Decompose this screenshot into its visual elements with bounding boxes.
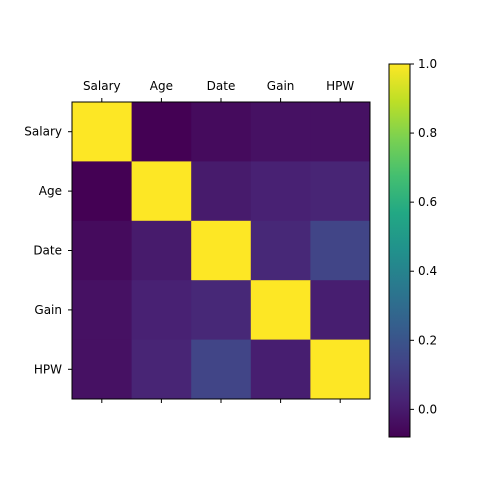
y-tick-label: HPW [34, 362, 62, 376]
x-axis-ticks: Salary Age Date Gain HPW [83, 79, 354, 403]
heatmap-cell-3-4 [310, 280, 371, 341]
y-tick-label: Gain [34, 303, 62, 317]
heatmap-cell-2-4 [310, 220, 371, 281]
heatmap-cell-2-1 [131, 220, 192, 281]
heatmap-cell-2-2 [191, 220, 252, 281]
heatmap-cell-3-2 [191, 280, 252, 341]
heatmap-cell-4-0 [72, 339, 133, 400]
colorbar-tick-label: 1.0 [418, 57, 437, 71]
heatmap-cell-0-2 [191, 102, 252, 162]
heatmap-cell-1-3 [250, 161, 311, 222]
heatmap-cell-2-0 [72, 220, 133, 281]
colorbar-ticks: 0.0 0.2 0.4 0.6 0.8 1.0 [410, 57, 437, 416]
heatmap-cell-4-4 [310, 339, 371, 400]
x-tick-label: HPW [326, 79, 354, 93]
x-tick-label: Gain [267, 79, 295, 93]
heatmap-cell-0-1 [131, 102, 192, 162]
colorbar-tick-label: 0.2 [418, 333, 437, 347]
y-tick-label: Salary [24, 125, 62, 139]
heatmap-cell-1-1 [131, 161, 192, 222]
heatmap-cell-0-3 [250, 102, 311, 162]
heatmap-cell-3-3 [250, 280, 311, 341]
y-tick-label: Date [33, 244, 62, 258]
colorbar-tick-label: 0.4 [418, 264, 437, 278]
heatmap-cell-4-3 [250, 339, 311, 400]
x-tick-label: Date [207, 79, 236, 93]
heatmap-cell-4-1 [131, 339, 192, 400]
colorbar-tick-label: 0.8 [418, 126, 437, 140]
heatmap-cell-3-1 [131, 280, 192, 341]
y-axis-ticks: Salary Age Date Gain HPW [24, 125, 72, 376]
colorbar-tick-label: 0.0 [418, 402, 437, 416]
heatmap-cell-4-2 [191, 339, 252, 400]
heatmap-cell-0-0 [72, 102, 133, 162]
heatmap-cell-2-3 [250, 220, 311, 281]
heatmap-cell-1-4 [310, 161, 371, 222]
heatmap-cell-3-0 [72, 280, 133, 341]
heatmap-cell-0-4 [310, 102, 371, 162]
colorbar-tick-label: 0.6 [418, 195, 437, 209]
heatmap-cell-1-0 [72, 161, 133, 222]
heatmap-cells [72, 102, 371, 400]
x-tick-label: Age [150, 79, 173, 93]
x-tick-label: Salary [83, 79, 121, 93]
y-tick-label: Age [39, 184, 62, 198]
heatmap-cell-1-2 [191, 161, 252, 222]
colorbar [388, 63, 411, 438]
